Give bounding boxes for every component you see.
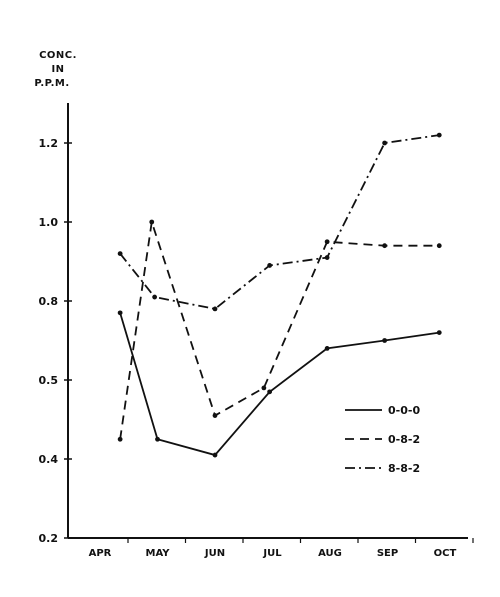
y-tick-label: 0.8 xyxy=(39,295,59,308)
y-tick-label: 1.2 xyxy=(39,137,59,150)
legend-label: 0-0-0 xyxy=(388,404,420,417)
data-point xyxy=(267,263,273,268)
x-tick-label: APR xyxy=(89,548,112,559)
y-tick-label: 0.5 xyxy=(39,374,59,387)
series-0-8-2 xyxy=(117,219,442,442)
data-point xyxy=(382,338,388,343)
data-point xyxy=(436,330,442,335)
data-point xyxy=(155,436,160,442)
y-axis-label-line-1: CONC. xyxy=(39,50,77,61)
x-tick-label: MAY xyxy=(146,548,171,559)
x-tick-label: OCT xyxy=(434,548,457,559)
data-point xyxy=(152,294,158,300)
data-point xyxy=(267,389,273,395)
y-tick-label: 0.2 xyxy=(39,532,59,545)
legend-label: 0-8-2 xyxy=(388,433,420,446)
data-point xyxy=(382,140,388,146)
data-point xyxy=(324,346,330,351)
data-point xyxy=(261,385,267,391)
y-axis-label-line-2: IN xyxy=(51,64,65,75)
data-point xyxy=(436,243,442,249)
y-tick-label: 1.0 xyxy=(39,216,59,229)
axes: 0.2 0.4 0.5 0.8 1.0 1.2 APR MAY JUN JUL AUG SEP OCT xyxy=(39,103,474,559)
data-point xyxy=(382,243,388,249)
x-tick-label: JUL xyxy=(262,548,282,559)
series-layer xyxy=(117,132,442,458)
data-point xyxy=(324,255,330,260)
data-point xyxy=(324,239,330,245)
x-tick-label: JUN xyxy=(204,548,225,559)
data-point xyxy=(212,413,218,418)
data-point xyxy=(117,436,123,442)
x-tick-label: SEP xyxy=(377,548,398,559)
legend: 0-0-0 0-8-2 8-8-2 xyxy=(345,404,420,475)
series-line xyxy=(119,134,440,310)
data-point xyxy=(212,452,218,458)
legend-label: 8-8-2 xyxy=(388,462,420,475)
series-0-0-0 xyxy=(117,310,442,458)
data-point xyxy=(436,132,442,138)
series-8-8-2 xyxy=(117,132,442,312)
data-point xyxy=(117,310,123,316)
y-tick-label: 0.4 xyxy=(39,453,59,466)
data-point xyxy=(149,219,155,225)
data-point xyxy=(212,306,218,312)
data-point xyxy=(117,251,123,256)
x-tick-label: AUG xyxy=(318,548,342,559)
y-axis-label-line-3: P.P.M. xyxy=(34,78,70,89)
